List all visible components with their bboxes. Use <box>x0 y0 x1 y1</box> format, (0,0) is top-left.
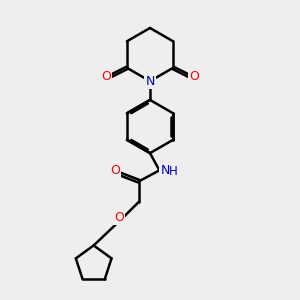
Text: H: H <box>169 165 178 178</box>
Text: O: O <box>114 211 124 224</box>
Text: O: O <box>110 164 120 178</box>
Text: N: N <box>145 75 155 88</box>
Text: N: N <box>160 164 170 177</box>
Text: O: O <box>189 70 199 83</box>
Text: O: O <box>101 70 111 83</box>
